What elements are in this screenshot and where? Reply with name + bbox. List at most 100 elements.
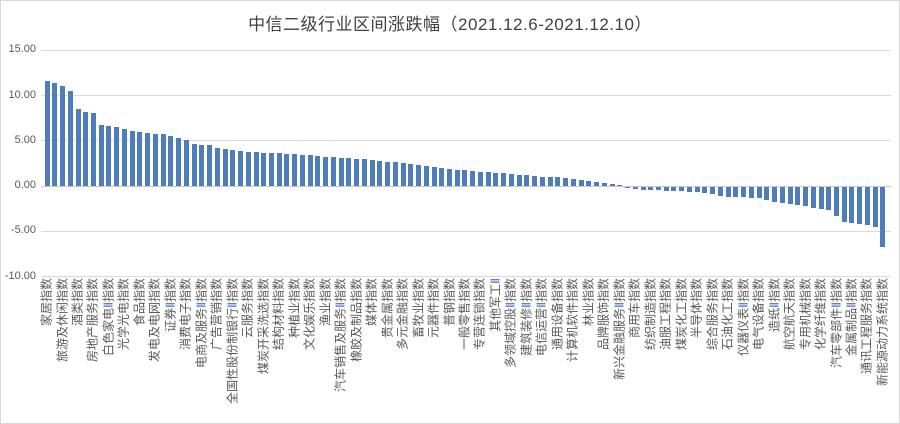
bar <box>493 172 499 186</box>
roman-numeral-ii: Ⅱ <box>829 302 843 308</box>
x-axis-label: 建筑装修Ⅱ指数 <box>519 278 534 356</box>
bar <box>75 108 81 186</box>
bar <box>315 155 321 186</box>
x-axis-label: 石油化工指数 <box>720 278 735 351</box>
x-axis-label: 全国性股份制银行Ⅱ指数 <box>225 278 240 404</box>
bar <box>470 171 476 186</box>
bar <box>772 186 777 202</box>
bar <box>83 112 89 186</box>
bar <box>416 164 421 186</box>
x-axis-label: 种植业指数 <box>287 278 302 339</box>
roman-numeral-ii: Ⅱ <box>612 302 627 308</box>
x-axis-label: 综合服务指数 <box>705 278 720 351</box>
bar <box>516 174 522 186</box>
bar <box>207 145 212 186</box>
bar <box>485 172 491 186</box>
bar <box>733 186 739 198</box>
bar <box>67 91 73 186</box>
x-axis-label: 新能源动力系统指数 <box>875 278 890 387</box>
bar <box>717 186 723 196</box>
x-axis-label: 汽车销售及服务Ⅱ指数 <box>333 278 348 392</box>
x-axis-label: 广告营销指数 <box>209 278 224 351</box>
bar <box>214 147 220 186</box>
bar <box>810 186 816 209</box>
bar <box>377 160 383 186</box>
bar <box>508 173 514 186</box>
x-axis-label: 电气设备指数 <box>751 278 766 351</box>
bar <box>431 166 437 186</box>
bar <box>594 182 599 186</box>
bar <box>679 186 685 192</box>
chart-title: 中信二级行业区间涨跌幅（2021.12.6-2021.12.10） <box>248 15 652 34</box>
bar <box>655 186 661 191</box>
x-axis-label: 证券Ⅱ指数 <box>163 278 178 332</box>
bar <box>671 186 677 192</box>
bar <box>408 163 414 186</box>
bar <box>880 186 886 248</box>
x-axis-label: 汽车零部件Ⅱ指数 <box>829 278 843 368</box>
bar <box>292 154 298 186</box>
bar <box>849 186 855 223</box>
bar <box>106 125 112 186</box>
y-axis-tick-label: 0.00 <box>14 179 36 192</box>
x-axis-label: 渔业指数 <box>318 278 333 327</box>
bar <box>625 186 630 188</box>
x-axis-label: 畜牧业指数 <box>411 278 425 339</box>
bar <box>477 171 483 186</box>
bar <box>447 168 452 186</box>
bar <box>686 186 692 192</box>
bar <box>369 160 375 186</box>
roman-numeral-ii: Ⅱ <box>163 302 178 308</box>
bar <box>741 186 747 198</box>
bar <box>539 176 545 186</box>
bar <box>617 184 623 186</box>
bar <box>183 140 189 186</box>
x-axis-label: 旅游及休闲指数 <box>55 278 69 363</box>
bar <box>601 182 607 186</box>
bar <box>834 186 839 216</box>
bar <box>238 151 243 186</box>
roman-numeral-ii: Ⅱ <box>194 302 209 308</box>
bar <box>872 186 878 228</box>
x-axis-line <box>41 185 891 187</box>
x-axis-label: 品牌服饰指数 <box>596 278 611 351</box>
bar <box>547 177 553 186</box>
x-axis-label: 煤炭化工指数 <box>674 278 689 351</box>
y-axis-tick-label: -5.00 <box>10 224 36 237</box>
x-axis-label: 造纸Ⅱ指数 <box>767 278 781 332</box>
x-axis-label: 酒类指数 <box>70 278 85 327</box>
x-axis-label: 房地产服务指数 <box>85 278 100 363</box>
x-axis-label: 一般零售指数 <box>457 278 472 351</box>
roman-numeral-ii: Ⅱ <box>844 302 859 308</box>
x-axis-label: 多元金融指数 <box>395 278 410 351</box>
bar <box>121 128 127 186</box>
bar <box>137 132 143 186</box>
roman-numeral-ii: Ⅱ <box>736 302 751 308</box>
grid-line <box>41 230 891 232</box>
bar <box>199 144 205 186</box>
x-axis-label: 专用机械指数 <box>798 278 812 351</box>
bar <box>756 186 762 199</box>
x-axis-label: 多领域控股Ⅱ指数 <box>503 278 518 368</box>
x-axis-label: 航空航天指数 <box>782 278 797 351</box>
bar <box>586 181 592 186</box>
roman-numeral-ii: Ⅱ <box>488 278 503 284</box>
bar <box>330 157 336 186</box>
bar <box>114 126 120 186</box>
bar <box>52 83 58 186</box>
bar <box>764 186 770 201</box>
bar <box>323 156 329 186</box>
bar <box>284 153 290 186</box>
bar <box>361 159 367 186</box>
x-axis-label: 食品指数 <box>132 278 147 327</box>
bar <box>299 154 305 186</box>
roman-numeral-ii: Ⅱ <box>101 302 116 308</box>
bar <box>857 186 863 224</box>
bar <box>524 175 530 186</box>
x-axis-label: 云服务指数 <box>240 278 255 339</box>
grid-line <box>41 95 891 96</box>
y-axis-tick-label: 15.00 <box>8 43 36 56</box>
x-axis-label: 煤炭开采洗选指数 <box>256 278 271 375</box>
roman-numeral-ii: Ⅱ <box>767 302 781 308</box>
bar <box>864 186 870 225</box>
